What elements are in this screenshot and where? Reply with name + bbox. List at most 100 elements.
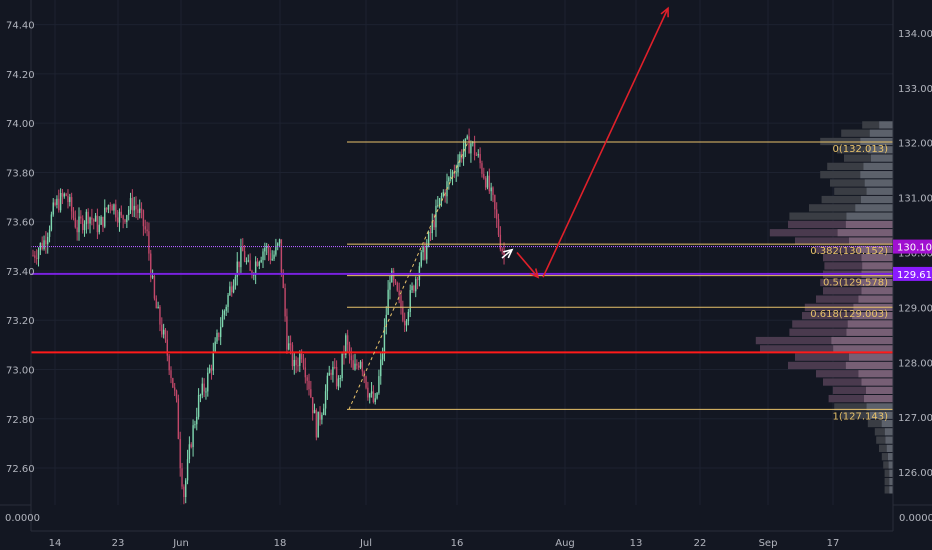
candle-body bbox=[155, 298, 157, 309]
right-axis-tick: 126.000 bbox=[898, 468, 932, 479]
candle-body bbox=[172, 378, 174, 388]
candle-body bbox=[350, 355, 353, 361]
candle-body bbox=[479, 154, 481, 164]
candle-body bbox=[369, 393, 371, 398]
candle-body bbox=[37, 250, 40, 259]
candle-body bbox=[140, 208, 143, 211]
candle-body bbox=[150, 253, 152, 278]
candle-body bbox=[52, 202, 54, 215]
candle-body bbox=[267, 246, 270, 254]
candle-body bbox=[348, 344, 351, 356]
candle-body bbox=[302, 359, 305, 368]
candle-body bbox=[304, 367, 307, 378]
volume-bar bbox=[755, 336, 832, 345]
candle-body bbox=[247, 260, 249, 262]
candle-body bbox=[131, 198, 134, 211]
candle-body bbox=[429, 232, 432, 234]
horizontal-levels[interactable] bbox=[31, 245, 893, 354]
volume-bar bbox=[816, 370, 859, 378]
white-bounce-arrow[interactable] bbox=[501, 249, 513, 259]
volume-bar bbox=[866, 187, 893, 195]
volume-bar bbox=[889, 486, 893, 494]
left-axis-bottom-value: 0.0000 bbox=[5, 513, 40, 524]
candle-body bbox=[83, 224, 86, 231]
fib-trend-line[interactable] bbox=[348, 141, 469, 410]
candle-body bbox=[203, 383, 205, 392]
candle-body bbox=[334, 366, 336, 368]
candle-body bbox=[483, 173, 485, 179]
candle-body bbox=[323, 408, 325, 415]
candle-body bbox=[47, 236, 49, 245]
candle-body bbox=[197, 395, 200, 417]
time-axis-tick: 18 bbox=[274, 538, 287, 549]
candle-body bbox=[282, 272, 284, 288]
candle-body bbox=[275, 245, 277, 255]
candle-body bbox=[339, 378, 341, 380]
volume-bar bbox=[788, 361, 846, 370]
candle-body bbox=[212, 351, 215, 371]
volume-bar bbox=[858, 370, 893, 378]
candle-body bbox=[315, 410, 318, 438]
right-axis-tick: 129.000 bbox=[898, 303, 932, 314]
volume-bar bbox=[789, 212, 847, 220]
candle-body bbox=[457, 162, 459, 173]
right-axis-tick: 127.000 bbox=[898, 413, 932, 424]
volume-bar bbox=[824, 262, 863, 270]
candle-body bbox=[201, 383, 203, 395]
volume-bar bbox=[848, 237, 893, 245]
left-price-axis[interactable]: 74.40 74.20 74.00 73.80 73.60 73.40 73.20 73.00… bbox=[0, 0, 40, 531]
fib-level-label: 0.5(129.578) bbox=[823, 278, 888, 289]
volume-bar bbox=[823, 287, 862, 295]
candle-body bbox=[142, 210, 145, 227]
candle-body bbox=[407, 311, 410, 322]
left-axis-tick: 73.20 bbox=[6, 316, 35, 327]
candle-body bbox=[107, 205, 110, 210]
candle-body bbox=[190, 444, 192, 448]
volume-bar bbox=[828, 394, 865, 403]
candle-body bbox=[102, 216, 104, 227]
drawings[interactable] bbox=[501, 6, 669, 279]
candle-body bbox=[242, 247, 244, 252]
volume-bar bbox=[832, 386, 866, 394]
volume-bar bbox=[789, 328, 847, 336]
volume-bar bbox=[863, 162, 893, 171]
candle-body bbox=[69, 197, 71, 203]
volume-bar bbox=[867, 146, 893, 154]
volume-bar bbox=[760, 345, 834, 353]
candle-body bbox=[488, 175, 491, 192]
volume-bar bbox=[809, 204, 856, 212]
candle-body bbox=[361, 361, 364, 372]
volume-bar bbox=[844, 154, 871, 162]
white-arrow-head bbox=[503, 248, 514, 259]
price-badge-upper-text: 130.108 bbox=[897, 243, 932, 254]
volume-bar bbox=[841, 411, 870, 419]
time-axis-tick: 14 bbox=[49, 538, 62, 549]
candle-body bbox=[380, 359, 382, 377]
red-projection-arrow[interactable] bbox=[516, 251, 539, 278]
red-projection-arrow[interactable] bbox=[542, 7, 669, 278]
time-axis-tick: Sep bbox=[759, 538, 778, 549]
candle-body bbox=[306, 377, 308, 381]
time-axis-tick: Jul bbox=[359, 538, 372, 549]
fibonacci-retracement[interactable]: 0(132.013) 0.382(130.152) 0.5(129.578) 0.61… bbox=[347, 141, 893, 422]
volume-bar bbox=[861, 253, 893, 262]
candle-body bbox=[286, 316, 288, 350]
candle-body bbox=[105, 207, 108, 210]
candle-body bbox=[356, 363, 358, 366]
candle-body bbox=[466, 136, 468, 139]
candle-body bbox=[139, 208, 141, 213]
candle-body bbox=[192, 425, 194, 448]
candle-body bbox=[420, 252, 422, 267]
candle-body bbox=[501, 249, 503, 252]
candle-body bbox=[293, 359, 295, 367]
candle-body bbox=[144, 226, 146, 230]
candle-body bbox=[413, 285, 415, 292]
candle-body bbox=[433, 221, 435, 228]
candle-body bbox=[129, 198, 132, 210]
left-axis-tick: 73.40 bbox=[6, 267, 35, 278]
candle-body bbox=[291, 345, 294, 367]
right-price-axis[interactable]: 134.000 133.000 132.000 131.000 130.000 129.0… bbox=[892, 0, 932, 531]
time-axis[interactable]: 14 23 Jun 18 Jul 16 Aug 13 22 Sep 17 bbox=[31, 530, 893, 549]
candle-body bbox=[468, 136, 470, 154]
